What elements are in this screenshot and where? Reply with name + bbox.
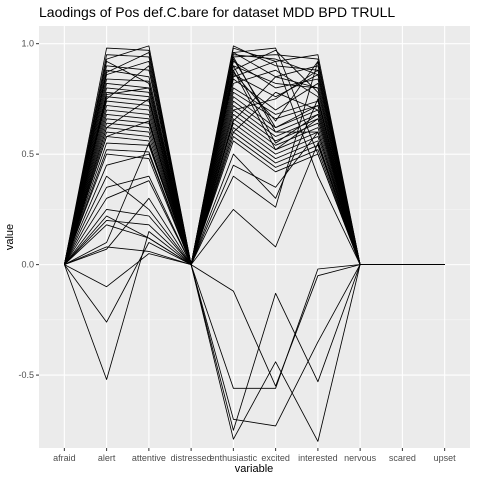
x-axis-title: variable bbox=[235, 463, 274, 475]
x-tick-label-scared: scared bbox=[389, 453, 416, 463]
x-tick-label-nervous: nervous bbox=[344, 453, 377, 463]
x-tick-label-interested: interested bbox=[298, 453, 338, 463]
x-tick-label-upset: upset bbox=[434, 453, 457, 463]
x-axis-ticks: afraid alert attentive distressedenthusiast… bbox=[53, 448, 456, 463]
x-tick-label-afraid: afraid bbox=[53, 453, 76, 463]
x-tick-label-alert: alert bbox=[98, 453, 116, 463]
y-tick-label: -0.5 bbox=[18, 370, 34, 380]
x-tick-label-attentive: attentive bbox=[132, 453, 166, 463]
y-tick-label: 1.0 bbox=[21, 39, 34, 49]
y-tick-label: 0.0 bbox=[21, 260, 34, 270]
chart-title: Laodings of Pos def.C.bare for dataset M… bbox=[39, 4, 395, 20]
x-tick-label-excited: excited bbox=[261, 453, 290, 463]
y-axis-ticks: 1.0 0.5 0.0 -0.5 bbox=[18, 39, 39, 380]
x-tick-label-enthusiastic: enthusiastic bbox=[210, 453, 258, 463]
x-tick-label-distressed: distressed bbox=[171, 453, 212, 463]
series-line-43 bbox=[64, 175, 445, 427]
y-tick-label: 0.5 bbox=[21, 149, 34, 159]
y-axis-title: value bbox=[4, 224, 16, 250]
series-lines bbox=[63, 45, 445, 442]
